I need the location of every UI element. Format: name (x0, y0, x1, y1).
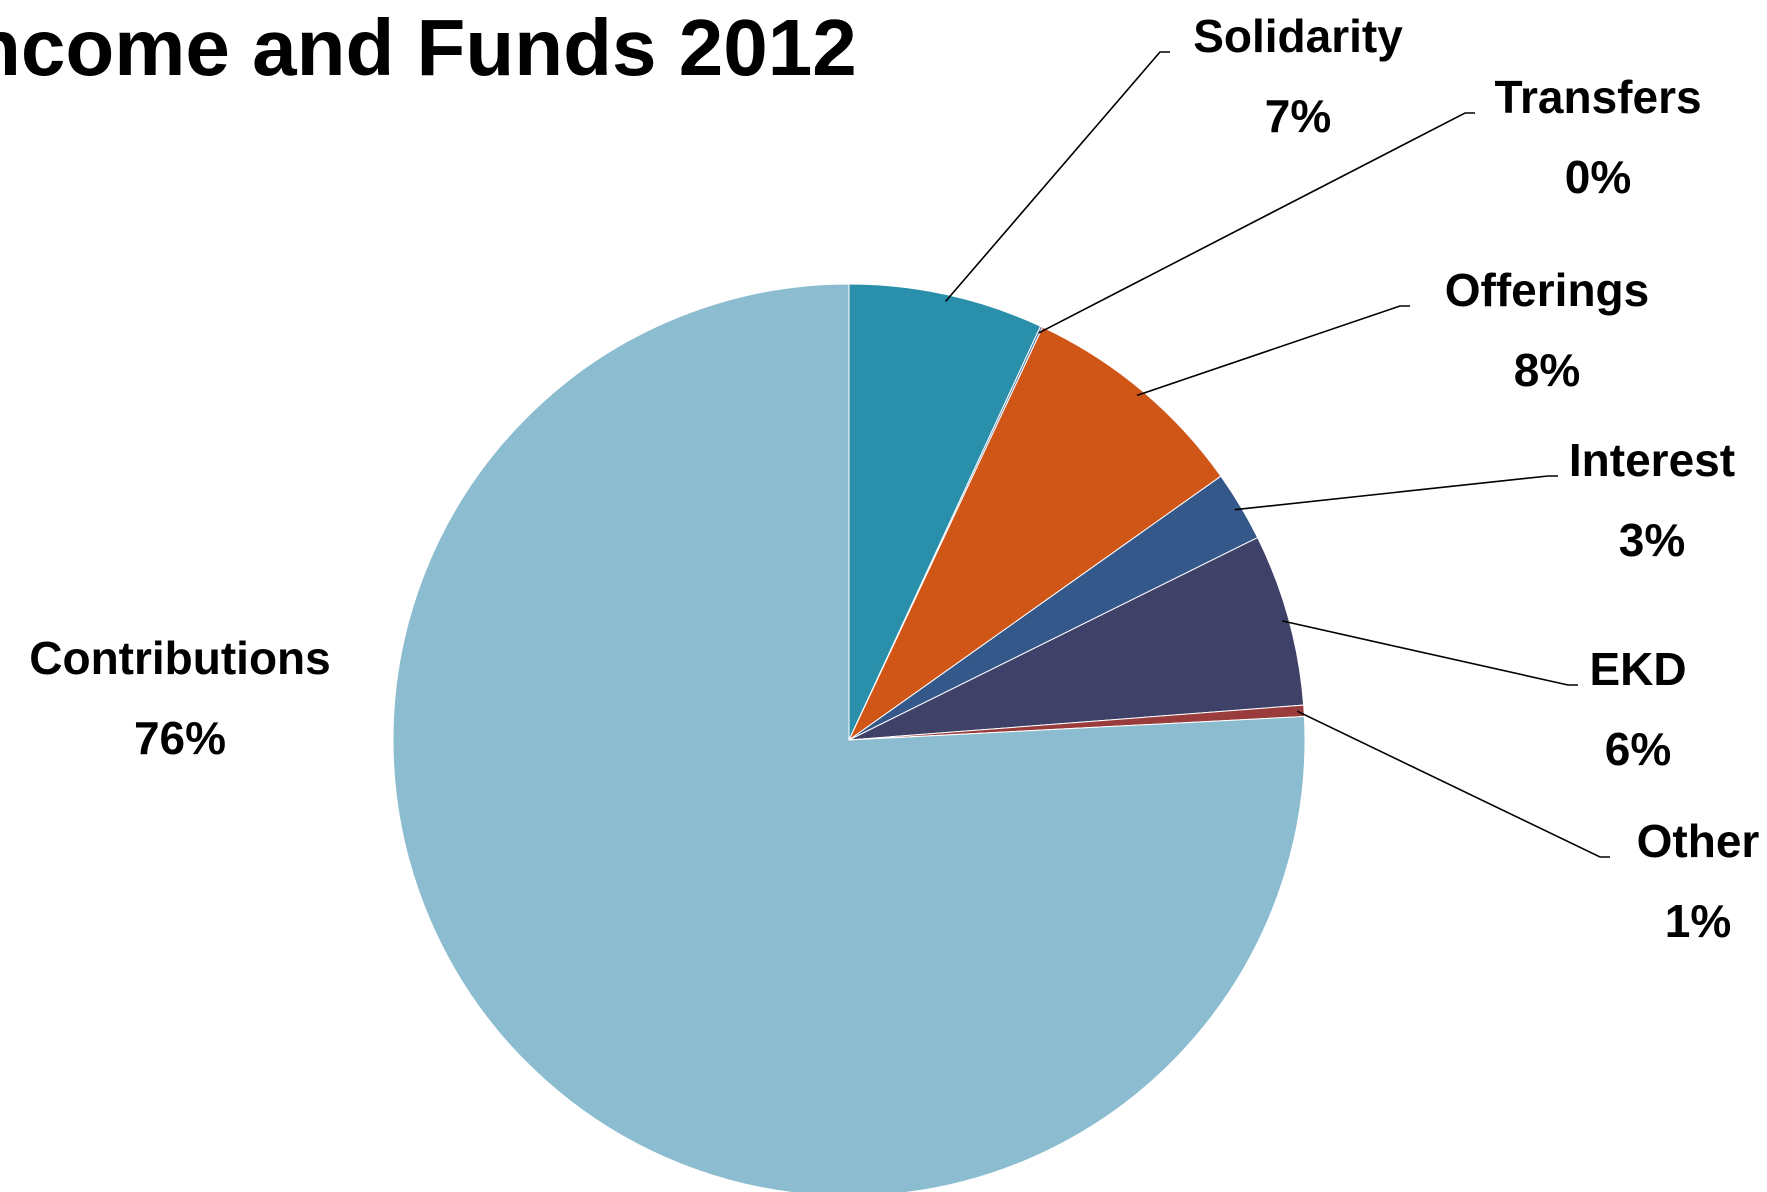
slice-label-other: Other (1637, 815, 1760, 867)
slice-label-transfers: Transfers (1494, 71, 1701, 123)
slice-percent-contributions: 76% (134, 712, 226, 764)
slice-label-interest: Interest (1569, 434, 1735, 486)
slice-labels: Solidarity 7% Transfers 0% Offerings 8% Intere… (29, 10, 1759, 947)
pie-slice-contributions (392, 283, 1306, 1192)
slice-percent-solidarity: 7% (1265, 90, 1331, 142)
chart-title: ncome and Funds 2012 (0, 3, 857, 92)
leader-lines (944, 51, 1610, 858)
slice-label-offerings: Offerings (1445, 264, 1649, 316)
pie-slice-ekd (848, 536, 1305, 741)
slice-percent-interest: 3% (1619, 514, 1685, 566)
slice-percent-offerings: 8% (1514, 344, 1580, 396)
leader-line-offerings (1136, 305, 1410, 397)
leader-line-ekd (1281, 620, 1578, 686)
slice-label-solidarity: Solidarity (1193, 10, 1403, 62)
slice-label-ekd: EKD (1589, 643, 1686, 695)
pie-slices (392, 283, 1306, 1192)
slice-label-contributions: Contributions (29, 632, 331, 684)
slice-percent-transfers: 0% (1565, 151, 1631, 203)
slice-percent-other: 1% (1665, 895, 1731, 947)
slice-percent-ekd: 6% (1605, 723, 1671, 775)
pie-slice-offerings (847, 326, 1222, 742)
leader-line-interest (1234, 475, 1558, 511)
pie-slice-solidarity (848, 283, 1042, 741)
leader-line-other (1296, 710, 1610, 858)
leader-line-solidarity (944, 51, 1170, 302)
leader-line-transfers (1038, 112, 1475, 334)
